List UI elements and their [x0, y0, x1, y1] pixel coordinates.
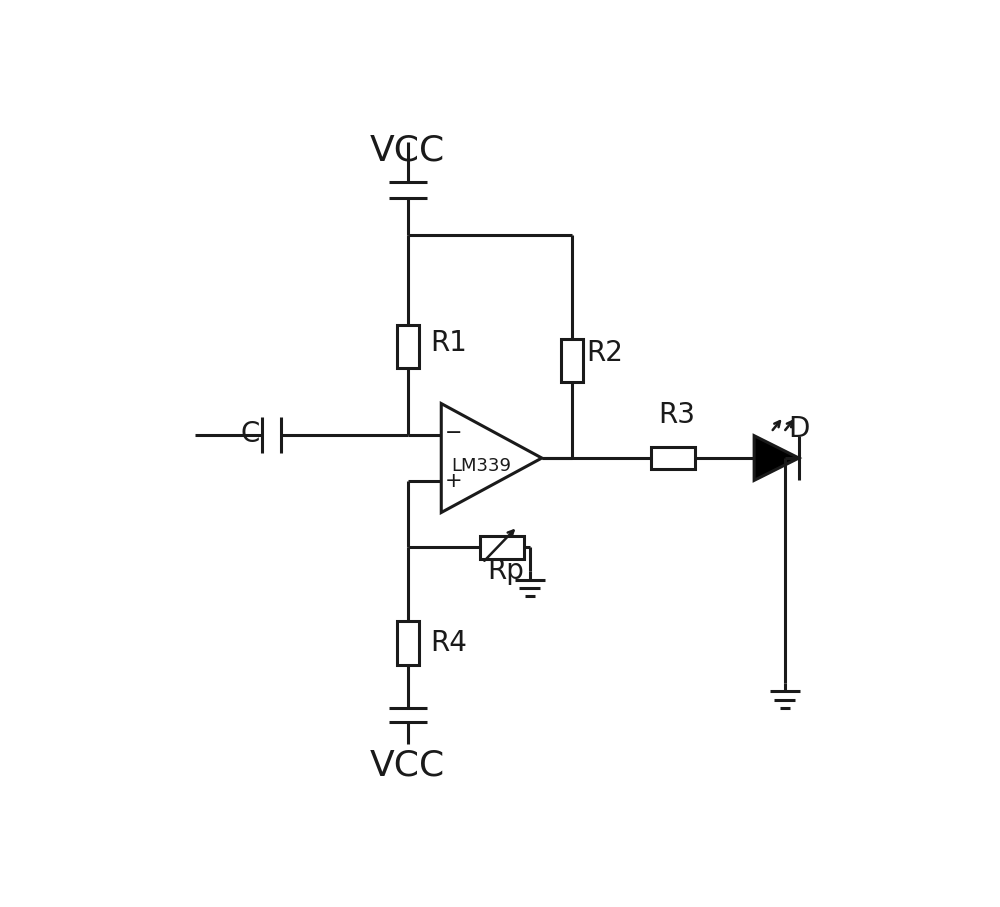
Text: R4: R4 — [430, 629, 467, 657]
Text: R3: R3 — [658, 401, 695, 429]
Text: R2: R2 — [586, 339, 623, 367]
Text: D: D — [788, 414, 810, 443]
FancyBboxPatch shape — [480, 536, 524, 559]
Text: +: + — [445, 471, 463, 491]
Text: C: C — [241, 420, 260, 447]
Text: R1: R1 — [430, 329, 467, 356]
Polygon shape — [754, 435, 799, 481]
Text: VCC: VCC — [370, 133, 445, 167]
Text: −: − — [445, 423, 463, 443]
FancyBboxPatch shape — [397, 621, 419, 665]
Text: VCC: VCC — [370, 749, 445, 783]
FancyBboxPatch shape — [397, 325, 419, 368]
Text: Rp: Rp — [487, 557, 524, 585]
Text: LM339: LM339 — [451, 457, 511, 475]
FancyBboxPatch shape — [561, 338, 583, 382]
Polygon shape — [441, 404, 542, 512]
FancyBboxPatch shape — [651, 447, 695, 469]
